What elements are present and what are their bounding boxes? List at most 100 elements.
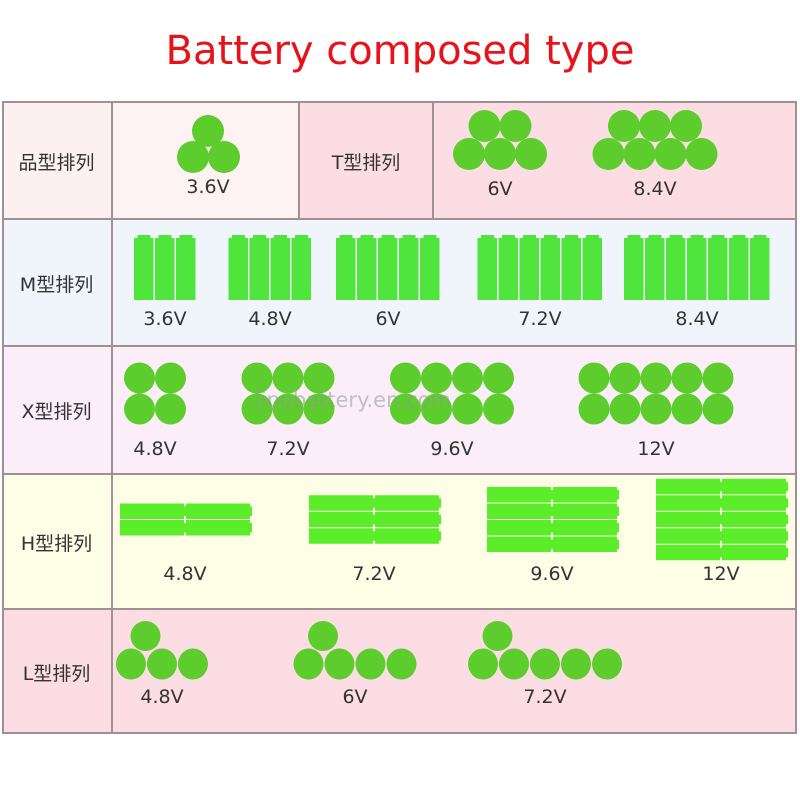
battery-cell — [553, 520, 617, 536]
battery-cell — [671, 393, 703, 425]
battery-cell — [155, 393, 186, 425]
battery-cell — [120, 503, 184, 519]
voltage-label: 4.8V — [133, 438, 177, 460]
battery-cell — [484, 138, 516, 170]
battery-cell — [375, 528, 439, 544]
battery-terminal — [732, 235, 746, 239]
battery-terminal — [439, 531, 441, 541]
row-label: X型排列 — [2, 347, 113, 474]
battery-cell — [482, 621, 513, 651]
battery-terminal — [617, 490, 619, 500]
battery-terminal — [720, 514, 722, 525]
battery-cell — [487, 536, 551, 552]
battery-terminal — [523, 235, 536, 239]
battery-terminal — [617, 523, 619, 533]
battery-terminal — [720, 481, 722, 492]
battery-cell — [270, 238, 290, 300]
battery-terminal — [786, 531, 788, 541]
battery-cell — [120, 520, 184, 536]
battery-terminal — [373, 531, 375, 541]
battery-cell — [750, 238, 770, 300]
battery-cell — [309, 511, 373, 528]
battery-terminal — [184, 523, 186, 533]
battery-cell — [386, 648, 417, 680]
battery-cell — [553, 503, 617, 519]
battery-cell — [249, 238, 269, 300]
battery-terminal — [253, 235, 266, 239]
battery-cell — [623, 138, 656, 170]
battery-terminal — [690, 235, 704, 239]
battery-terminal — [158, 235, 172, 239]
battery-cell — [656, 495, 720, 511]
battery-terminal — [786, 514, 788, 525]
voltage-label: 7.2V — [523, 686, 567, 708]
battery-cell — [355, 648, 386, 680]
battery-cell — [729, 238, 749, 300]
battery-cell — [452, 362, 483, 394]
battery-cell — [124, 362, 155, 394]
battery-cell — [421, 393, 452, 425]
voltage-label: 6V — [487, 178, 513, 200]
battery-cell — [671, 362, 703, 394]
battery-cell — [639, 110, 671, 142]
table-border — [2, 101, 797, 734]
battery-cell — [452, 393, 483, 425]
battery-terminal — [648, 235, 662, 239]
battery-terminal — [586, 235, 599, 239]
battery-terminal — [360, 235, 374, 239]
battery-cell — [654, 138, 687, 170]
row-label: L型排列 — [2, 610, 113, 734]
battery-cell — [336, 238, 356, 300]
battery-cell — [241, 362, 273, 394]
battery-cell — [208, 141, 240, 173]
battery-terminal — [250, 523, 252, 533]
battery-cell — [487, 520, 551, 536]
battery-cell — [399, 238, 419, 300]
battery-cell — [722, 511, 786, 528]
battery-cell — [519, 238, 539, 300]
voltage-label: 3.6V — [143, 308, 187, 330]
battery-terminal — [274, 235, 287, 239]
voltage-label: 4.8V — [163, 563, 207, 585]
battery-terminal — [786, 481, 788, 492]
battery-cell — [303, 362, 335, 394]
battery-cell — [390, 362, 421, 394]
voltage-label: 6V — [375, 308, 401, 330]
battery-terminal — [137, 235, 151, 239]
voltage-label: 7.2V — [518, 308, 562, 330]
battery-cell — [540, 238, 560, 300]
battery-cell — [515, 138, 547, 170]
battery-cell — [624, 238, 644, 300]
battery-cell — [357, 238, 377, 300]
battery-cell — [468, 648, 498, 680]
voltage-label: 3.6V — [186, 176, 230, 198]
battery-cell — [272, 362, 304, 394]
battery-cell — [498, 238, 518, 300]
battery-cell — [477, 238, 497, 300]
battery-terminal — [753, 235, 767, 239]
battery-cell — [656, 478, 720, 495]
battery-cell — [421, 362, 452, 394]
battery-cell — [272, 393, 304, 425]
battery-terminal — [565, 235, 578, 239]
battery-terminal — [402, 235, 416, 239]
battery-terminal — [339, 235, 353, 239]
battery-cell — [177, 141, 209, 173]
battery-cell — [186, 503, 250, 519]
battery-cell — [130, 621, 161, 651]
battery-cell — [309, 528, 373, 544]
battery-cell — [578, 393, 610, 425]
battery-terminal — [232, 235, 245, 239]
battery-cell — [124, 393, 155, 425]
battery-terminal — [617, 506, 619, 516]
battery-cell — [666, 238, 686, 300]
battery-cell — [192, 115, 224, 147]
battery-cell — [303, 393, 335, 425]
battery-cell — [176, 238, 196, 300]
battery-terminal — [617, 539, 619, 549]
battery-terminal — [551, 539, 553, 549]
battery-terminal — [786, 498, 788, 508]
voltage-label: 4.8V — [248, 308, 292, 330]
battery-cell — [134, 238, 154, 300]
battery-cell — [687, 238, 707, 300]
